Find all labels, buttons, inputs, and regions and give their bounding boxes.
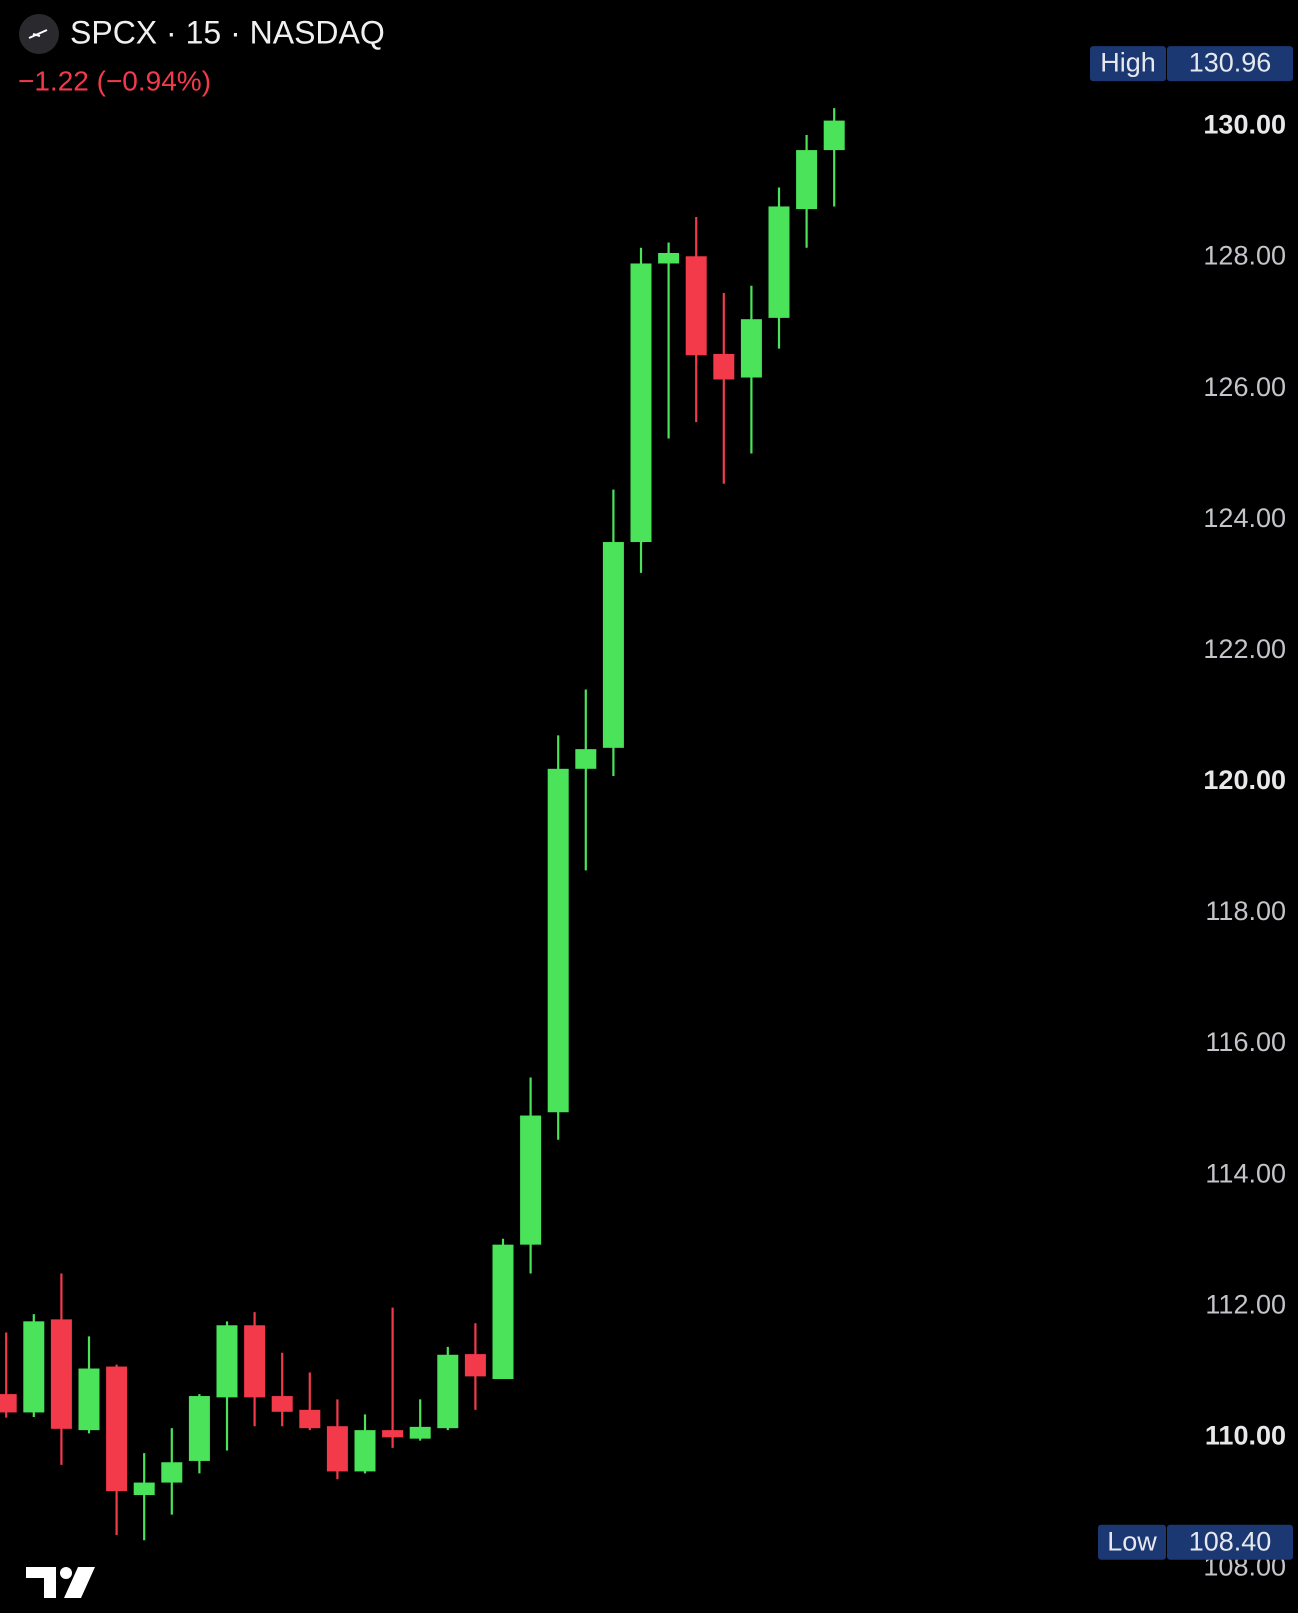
tradingview-logo bbox=[26, 1567, 95, 1598]
candle-body bbox=[437, 1354, 459, 1429]
badge-label: Low bbox=[1107, 1526, 1157, 1556]
badge-label-box bbox=[1090, 46, 1166, 82]
symbol-logo bbox=[19, 14, 59, 54]
candle-body bbox=[658, 252, 680, 264]
candle-body bbox=[492, 1244, 514, 1380]
logo-part bbox=[60, 1567, 72, 1579]
candle-body bbox=[713, 353, 735, 380]
y-tick-label: 114.00 bbox=[1205, 1158, 1286, 1188]
candle-body bbox=[575, 749, 597, 769]
candle-body bbox=[244, 1325, 266, 1398]
candle-body bbox=[547, 768, 569, 1113]
candle-body bbox=[326, 1426, 348, 1472]
candle-body bbox=[106, 1366, 128, 1492]
badge-label-box bbox=[1098, 1524, 1166, 1560]
candle-body bbox=[161, 1462, 183, 1483]
y-tick-label: 122.00 bbox=[1203, 634, 1286, 664]
y-tick-label: 112.00 bbox=[1205, 1289, 1286, 1319]
candle-body bbox=[630, 263, 652, 543]
low-marker: Low 108.40 bbox=[1098, 1524, 1293, 1560]
candle-body bbox=[23, 1321, 45, 1413]
logo-part bbox=[64, 1567, 95, 1598]
badge-label: High bbox=[1100, 48, 1156, 78]
candle-body bbox=[271, 1396, 293, 1412]
candle-body bbox=[0, 1394, 17, 1413]
candle-body bbox=[299, 1409, 321, 1429]
badge-price: 108.40 bbox=[1189, 1526, 1272, 1556]
candle-body bbox=[602, 542, 624, 748]
candle-body bbox=[823, 120, 845, 151]
candle-body bbox=[354, 1430, 376, 1472]
chart-title: SPCX · 15 · NASDAQ bbox=[70, 14, 385, 50]
badge-price: 130.96 bbox=[1189, 48, 1272, 78]
badge-price-box bbox=[1167, 46, 1293, 82]
y-tick-label: 116.00 bbox=[1205, 1027, 1286, 1057]
candle-body bbox=[464, 1354, 486, 1377]
high-marker: High 130.96 bbox=[1090, 46, 1293, 82]
candle-body bbox=[216, 1325, 238, 1398]
candle-body bbox=[78, 1368, 100, 1431]
candle-body bbox=[188, 1396, 210, 1461]
candle-body bbox=[520, 1115, 542, 1245]
y-tick-label: 110.00 bbox=[1205, 1420, 1286, 1450]
candle-body bbox=[740, 319, 762, 378]
candle-body bbox=[50, 1319, 72, 1429]
y-tick-label: 120.00 bbox=[1203, 765, 1286, 795]
logo-glyph bbox=[28, 29, 48, 39]
candle-body bbox=[133, 1482, 155, 1496]
y-tick-label: 124.00 bbox=[1203, 503, 1286, 533]
badge-price-box bbox=[1167, 1524, 1293, 1560]
y-tick-label: 130.00 bbox=[1203, 110, 1286, 140]
candle-body bbox=[382, 1430, 404, 1438]
candle-body bbox=[768, 206, 790, 318]
candle-body bbox=[796, 150, 818, 210]
y-tick-label: 126.00 bbox=[1203, 372, 1286, 402]
y-tick-label: 128.00 bbox=[1203, 241, 1286, 271]
logo-part bbox=[26, 1567, 56, 1598]
y-tick-label: 118.00 bbox=[1205, 896, 1286, 926]
candle-body bbox=[409, 1426, 431, 1439]
price-change: −1.22 (−0.94%) bbox=[18, 65, 211, 96]
candle-body bbox=[685, 256, 707, 356]
